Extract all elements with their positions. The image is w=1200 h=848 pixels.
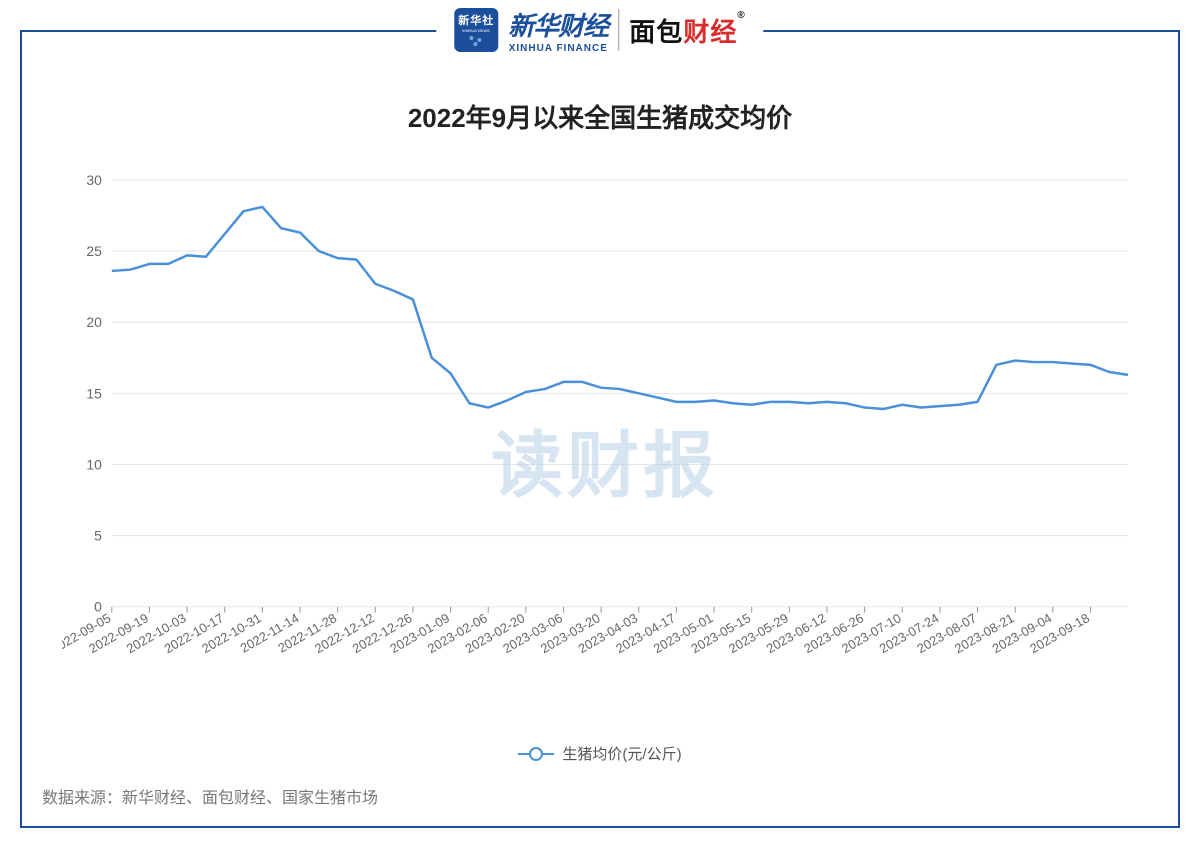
xinhua-finance-en: XINHUA FINANCE bbox=[509, 43, 608, 54]
chart-title: 2022年9月以来全国生猪成交均价 bbox=[22, 98, 1178, 135]
xinhuashe-cn: 新华社 bbox=[458, 12, 494, 28]
line-chart-svg: 0510152025302022-09-052022-09-192022-10-… bbox=[62, 170, 1148, 706]
svg-text:10: 10 bbox=[86, 456, 102, 472]
mianbao-logo: 面包 财经 ® bbox=[629, 12, 745, 49]
chart-frame: 2022年9月以来全国生猪成交均价 读财报 0510152025302022-0… bbox=[20, 30, 1180, 828]
xinhua-finance-logo: 新华财经 XINHUA FINANCE bbox=[508, 6, 608, 54]
xinhuashe-logo-icon: 新华社 XINHUA NEWS bbox=[454, 8, 498, 52]
svg-text:5: 5 bbox=[94, 528, 102, 544]
logo-divider bbox=[618, 9, 619, 51]
svg-text:30: 30 bbox=[86, 172, 102, 188]
svg-text:25: 25 bbox=[86, 243, 102, 259]
legend-label: 生猪均价(元/公斤) bbox=[562, 743, 681, 764]
data-source-text: 数据来源：新华财经、面包财经、国家生猪市场 bbox=[42, 784, 378, 808]
xinhua-finance-cn: 新华财经 bbox=[508, 6, 608, 43]
xinhuashe-en: XINHUA NEWS bbox=[462, 29, 490, 34]
svg-text:15: 15 bbox=[86, 385, 102, 401]
mianbao-part2: 财经 bbox=[683, 12, 737, 49]
svg-text:20: 20 bbox=[86, 314, 102, 330]
chart-area: 读财报 0510152025302022-09-052022-09-192022… bbox=[62, 170, 1148, 706]
header-logos: 新华社 XINHUA NEWS 新华财经 XINHUA FINANCE 面包 财… bbox=[436, 6, 763, 54]
globe-icon bbox=[465, 34, 487, 48]
legend-marker-icon bbox=[518, 747, 554, 761]
chart-legend: 生猪均价(元/公斤) bbox=[22, 743, 1178, 764]
mianbao-part1: 面包 bbox=[629, 12, 683, 49]
mianbao-reg: ® bbox=[737, 10, 745, 21]
